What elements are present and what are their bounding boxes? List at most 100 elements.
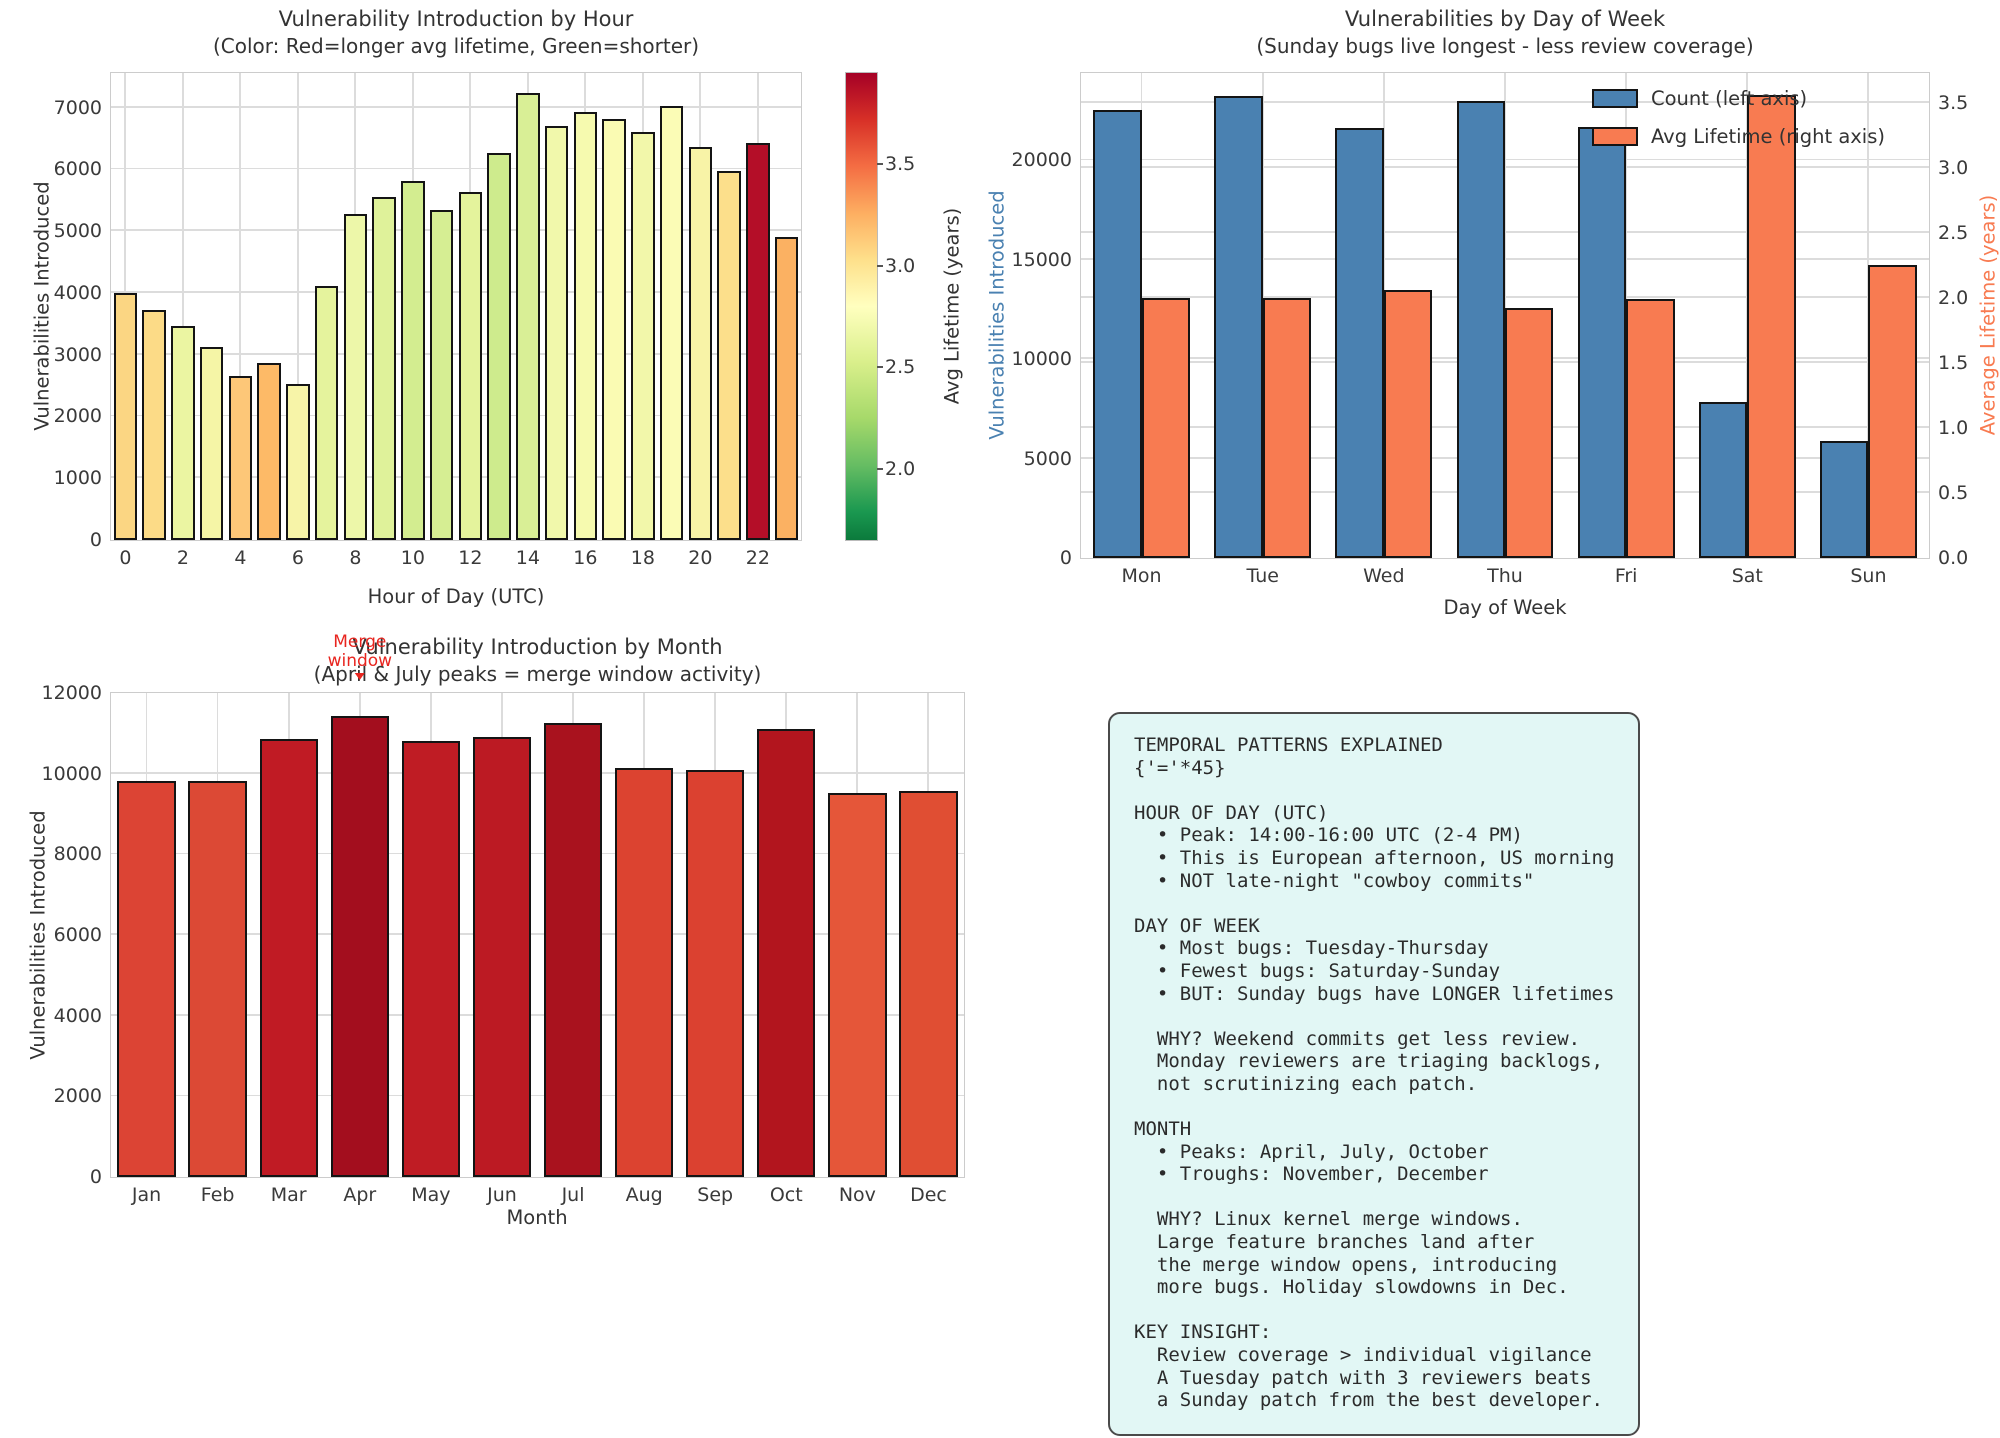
x-tick-label-12: 12 (458, 547, 483, 569)
bar-14 (516, 93, 540, 540)
bar-19 (659, 105, 684, 540)
bar-Sep (686, 770, 745, 1177)
left-bar-Thu (1456, 100, 1505, 558)
hourly-y-axis-label: Vulnerabilities Introduced (30, 181, 54, 431)
bar-5 (257, 362, 281, 540)
weekday-x-axis-label: Day of Week (1443, 596, 1567, 619)
gridline-y-6000 (111, 933, 964, 935)
bar-18 (631, 131, 655, 540)
x-tick-label-Mar: Mar (270, 1184, 307, 1206)
bar-3 (199, 347, 224, 540)
bar-16 (573, 111, 598, 540)
y-tick-label-2000: 2000 (53, 1085, 102, 1108)
bar-Jun (472, 737, 532, 1177)
x-tick-label-8: 8 (349, 547, 362, 569)
bar-20 (688, 147, 713, 540)
gridline-x-6 (296, 73, 299, 540)
bar-22 (746, 143, 770, 540)
count-legend-label: Count (left axis) (1650, 87, 1808, 110)
bar-23 (774, 237, 799, 540)
bar-0 (113, 292, 138, 540)
y-tick-label-8000: 8000 (53, 843, 102, 866)
bar-Aug (614, 768, 674, 1177)
x-tick-label-Jul: Jul (561, 1184, 585, 1206)
y-tick-label-4000: 4000 (53, 281, 102, 304)
y-tick-label-0: 0 (89, 529, 102, 551)
y-tick-label-1000: 1000 (53, 467, 102, 490)
left-y-tick-label-15000: 15000 (1011, 248, 1072, 271)
x-tick-label-10: 10 (400, 547, 425, 569)
right-y-tick-label-0.5: 0.5 (1938, 482, 1969, 504)
x-tick-label-Aug: Aug (625, 1184, 663, 1206)
right-y-tick-label-2.0: 2.0 (1938, 286, 1969, 309)
avg-lifetime-colorbar: 3.5 3.0 2.5 2.0 (845, 72, 915, 541)
bar-4 (228, 376, 253, 540)
monthly-bar-plot: Merge window 0 2000 4000 6000 8000 10000 12000… (42, 633, 965, 1206)
lifetime-legend-label: Avg Lifetime (right axis) (1650, 125, 1885, 148)
monthly-y-axis-label: Vulnerabilities Introduced (26, 810, 50, 1060)
bar-17 (602, 118, 626, 540)
right-bar-Sat (1747, 95, 1796, 558)
bar-15 (544, 126, 569, 540)
bar-Oct (757, 728, 816, 1177)
gridline-x-Sat (1746, 73, 1749, 558)
left-bar-Fri (1577, 126, 1627, 558)
x-tick-label-Feb: Feb (200, 1184, 235, 1206)
y-tick-label-0: 0 (89, 1166, 102, 1188)
legend-item-count: Count (left axis) (1591, 87, 1885, 110)
x-tick-label-Wed: Wed (1363, 565, 1405, 587)
colorbar-tick-mark-2.0 (877, 467, 883, 470)
monthly-title-line1: Vulnerability Introduction by Month (352, 635, 723, 659)
right-bar-Thu (1505, 308, 1554, 558)
x-tick-label-Sat: Sat (1731, 565, 1763, 587)
hourly-bar-plot: 0 1000 2000 3000 4000 5000 6000 7000 0 2 4 6 8 10 12 14… (54, 72, 802, 569)
y-tick-label-12000: 12000 (41, 682, 102, 704)
hourly-title-line2: (Color: Red=longer avg lifetime, Green=s… (212, 34, 700, 58)
bar-Apr (330, 716, 389, 1177)
count-legend-swatch (1591, 89, 1638, 108)
y-tick-label-10000: 10000 (41, 762, 102, 785)
gridline-y-2000 (111, 1094, 964, 1097)
right-bar-Mon (1141, 297, 1191, 558)
x-tick-label-16: 16 (573, 547, 598, 569)
right-y-tick-label-1.5: 1.5 (1938, 351, 1969, 374)
monthly-title-line2: (April & July peaks = merge window activ… (313, 662, 762, 686)
legend-item-lifetime: Avg Lifetime (right axis) (1591, 125, 1885, 148)
left-bar-Wed (1335, 127, 1384, 558)
gridline-y-8000 (111, 852, 964, 855)
bar-7 (314, 286, 339, 540)
gridline-x-4 (239, 73, 242, 540)
x-tick-label-Nov: Nov (838, 1184, 876, 1206)
x-tick-label-4: 4 (234, 547, 247, 569)
x-tick-label-14: 14 (515, 547, 540, 569)
y-tick-label-5000: 5000 (53, 220, 102, 243)
weekday-bar-plot: Count (left axis) Avg Lifetime (right ax… (1012, 72, 1968, 587)
annotation-line1: Merge (333, 632, 387, 652)
bar-9 (372, 197, 396, 540)
bar-21 (717, 171, 741, 540)
weekday-left-y-axis-label: Vulnerabilities Introduced (985, 190, 1009, 440)
x-tick-label-18: 18 (630, 547, 655, 569)
hourly-title-line1: Vulnerability Introduction by Hour (278, 7, 634, 31)
bar-2 (171, 326, 195, 540)
right-y-tick-label-3.5: 3.5 (1938, 91, 1969, 114)
bar-Nov (828, 793, 887, 1177)
bar-8 (343, 213, 368, 540)
weekday-title-line2: (Sunday bugs live longest - less review … (1256, 34, 1754, 58)
colorbar-tick-mark-3.0 (877, 264, 883, 267)
y-tick-label-7000: 7000 (53, 96, 102, 119)
bar-Dec (899, 791, 958, 1177)
x-tick-label-Thu: Thu (1487, 565, 1523, 587)
right-bar-Tue (1262, 297, 1312, 558)
hourly-chart-title: Vulnerability Introduction by Hour (Colo… (110, 6, 802, 60)
colorbar-tick-label-2.0: 2.0 (885, 457, 916, 480)
y-tick-label-6000: 6000 (53, 158, 102, 181)
bar-1 (142, 309, 166, 540)
right-y-tick-label-1.0: 1.0 (1938, 416, 1969, 439)
x-tick-label-0: 0 (119, 547, 132, 569)
infobox-text: TEMPORAL PATTERNS EXPLAINED {'='*45} HOU… (1134, 734, 1615, 1412)
merge-window-annotation: Merge window (328, 632, 392, 680)
annotation-arrow-icon (354, 673, 365, 680)
gridline-x-Sun (1867, 73, 1870, 558)
temporal-patterns-infobox: TEMPORAL PATTERNS EXPLAINED {'='*45} HOU… (1108, 712, 1640, 1436)
